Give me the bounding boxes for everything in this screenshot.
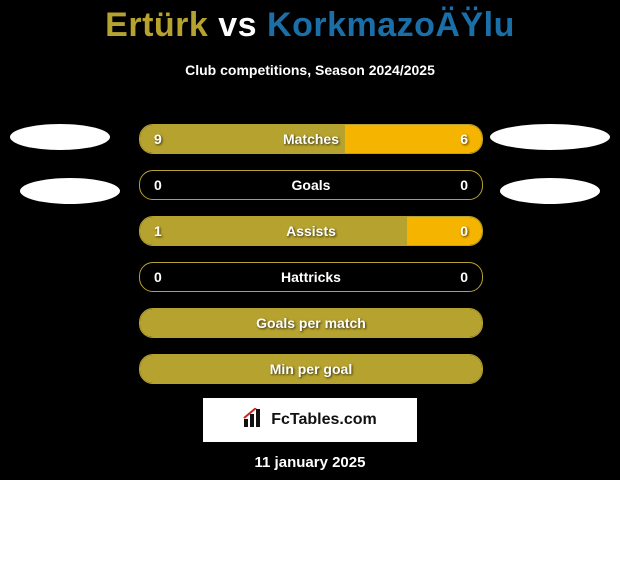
ellipse-left-1 (10, 124, 110, 150)
comparison-panel: Ertürk vs KorkmazoÄŸlu Club competitions… (0, 0, 620, 480)
stat-row-assists: 10Assists (139, 216, 483, 246)
ellipse-right-2 (500, 178, 600, 204)
fctables-badge[interactable]: FcTables.com (203, 398, 417, 442)
stat-row-hattricks: 00Hattricks (139, 262, 483, 292)
badge-text: FcTables.com (271, 411, 377, 429)
title-right-name: KorkmazoÄŸlu (267, 6, 515, 44)
stat-row-min-per-goal: Min per goal (139, 354, 483, 384)
stat-label: Goals per match (140, 309, 482, 337)
stat-label: Goals (140, 171, 482, 199)
stat-label: Hattricks (140, 263, 482, 291)
page-title: Ertürk vs KorkmazoÄŸlu (0, 6, 620, 45)
ellipse-right-1 (490, 124, 610, 150)
stage: Ertürk vs KorkmazoÄŸlu Club competitions… (0, 0, 620, 580)
ellipse-left-2 (20, 178, 120, 204)
stat-label: Min per goal (140, 355, 482, 383)
title-connector: vs (208, 6, 267, 44)
stat-row-goals-per-match: Goals per match (139, 308, 483, 338)
title-left-name: Ertürk (105, 6, 208, 44)
barchart-icon (243, 408, 265, 433)
stat-row-goals: 00Goals (139, 170, 483, 200)
subtitle: Club competitions, Season 2024/2025 (0, 62, 620, 78)
stat-row-matches: 96Matches (139, 124, 483, 154)
date-label: 11 january 2025 (0, 454, 620, 471)
stat-label: Assists (140, 217, 482, 245)
stat-label: Matches (140, 125, 482, 153)
